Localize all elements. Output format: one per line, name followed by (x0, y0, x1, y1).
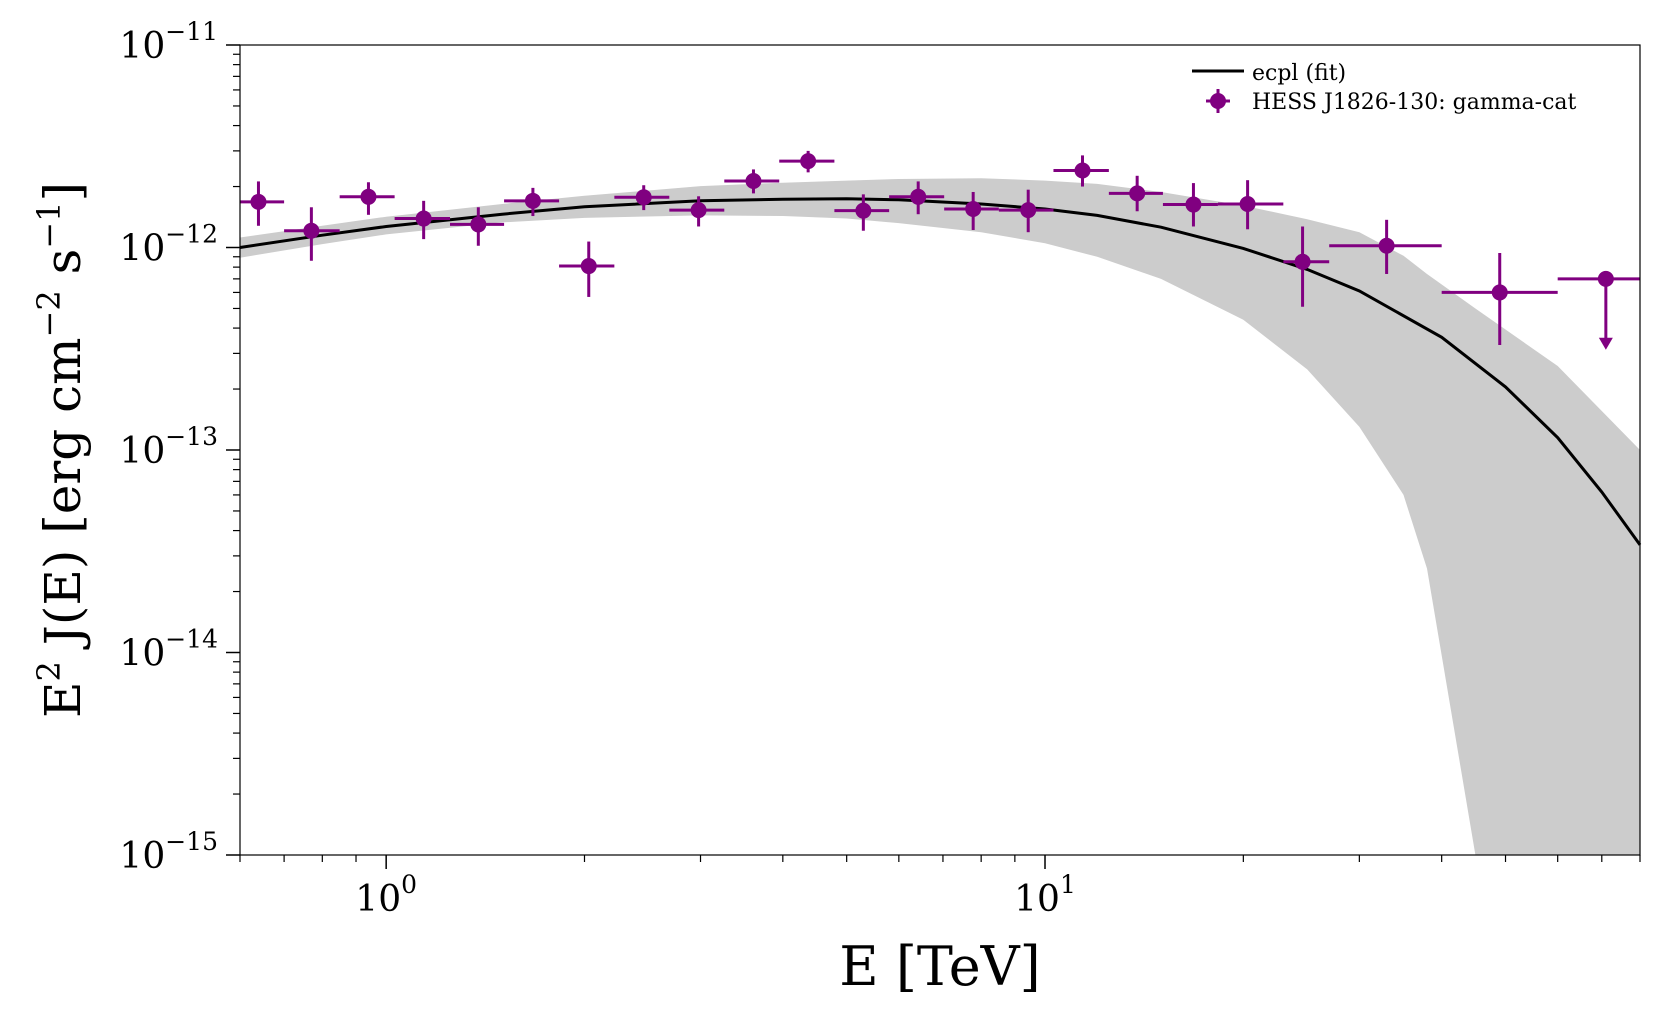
data-point (669, 196, 725, 227)
x-tick-label-exponent: 0 (401, 870, 417, 899)
data-point (1329, 219, 1442, 274)
y-tick-label: 10−14 (119, 625, 218, 675)
y-axis-title-mid: J(E) [erg cm (34, 337, 92, 661)
x-tick-label: 100 (355, 870, 417, 920)
y-axis-title-exp2: −1 (30, 202, 68, 249)
y-tick-label-exponent: −11 (165, 17, 218, 46)
data-point-marker (1129, 185, 1146, 202)
y-tick-label: 10−15 (119, 827, 218, 877)
data-point (559, 241, 615, 297)
y-tick-label-base: 10 (119, 26, 165, 67)
data-point-marker (1491, 284, 1508, 301)
data-point-marker (470, 216, 487, 233)
data-point (724, 169, 780, 194)
y-axis-title: E2 J(E) [erg cm−2 s−1] (30, 182, 92, 718)
fit-error-band-layer (240, 178, 1640, 855)
x-axis-title: E [TeV] (839, 935, 1041, 998)
y-tick-label: 10−11 (119, 17, 218, 67)
data-point (339, 182, 395, 215)
data-point-marker (1074, 162, 1091, 179)
data-point (1162, 183, 1218, 227)
y-axis-title-mid2: s (34, 249, 92, 291)
data-point (1441, 252, 1558, 346)
data-point (614, 185, 670, 211)
data-point-marker (415, 210, 432, 227)
data-point-marker (524, 192, 541, 209)
y-axis-title-pre-sup: 2 (30, 661, 68, 681)
data-point-marker (1239, 195, 1256, 212)
x-tick-label-exponent: 1 (1060, 870, 1076, 899)
data-point (504, 187, 560, 217)
data-point (450, 207, 505, 246)
y-tick-label-exponent: −15 (165, 827, 218, 856)
data-point (1108, 175, 1163, 212)
y-axis-title-post: ] (34, 182, 92, 202)
data-point-marker (360, 188, 377, 205)
data-point-marker (855, 202, 872, 219)
x-tick-label-base: 10 (1014, 879, 1060, 920)
legend-points-marker-swatch (1206, 89, 1230, 113)
data-point (1283, 226, 1330, 307)
y-tick-label-base: 10 (119, 836, 165, 877)
upper-limit-arrow-head (1598, 337, 1613, 350)
data-point (240, 181, 285, 226)
data-point (944, 191, 999, 231)
x-tick-label-base: 10 (355, 879, 401, 920)
data-point-marker (635, 189, 652, 206)
data-point (779, 150, 835, 173)
data-point-marker (745, 173, 762, 190)
data-point-marker (1294, 253, 1311, 270)
y-axis-title-exp1: −2 (30, 290, 68, 337)
y-tick-label-exponent: −12 (165, 220, 218, 249)
data-point-marker (800, 153, 817, 170)
data-point (834, 194, 890, 231)
y-axis-title-pre: E (34, 681, 92, 718)
y-tick-label-base: 10 (119, 634, 165, 675)
data-point-marker (1378, 237, 1395, 254)
x-tick-label: 101 (1014, 870, 1076, 920)
y-tick-label-exponent: −14 (165, 625, 218, 654)
y-tick-label-base: 10 (119, 229, 165, 270)
data-point (889, 181, 945, 215)
y-tick-label-exponent: −13 (165, 422, 218, 451)
data-point (998, 189, 1054, 233)
legend-fit-label: ecpl (fit) (1252, 61, 1346, 86)
data-point-marker (303, 222, 320, 239)
data-point (284, 207, 340, 261)
data-point-marker (1020, 202, 1037, 219)
fit-error-band (240, 178, 1640, 855)
data-point-marker (1185, 196, 1202, 213)
data-point (1053, 155, 1109, 187)
data-point (1217, 180, 1284, 230)
data-point-marker (580, 258, 597, 275)
legend-points-label: HESS J1826-130: gamma-cat (1252, 90, 1577, 115)
y-tick-label: 10−12 (119, 220, 218, 270)
axis-ticks-layer (226, 44, 1641, 869)
data-points-layer (240, 150, 1640, 350)
data-point (394, 200, 451, 240)
data-point-marker (965, 200, 982, 217)
y-tick-label-base: 10 (119, 431, 165, 472)
data-point-marker (250, 193, 267, 210)
legend-marker-dot (1210, 93, 1226, 109)
legend: ecpl (fit) HESS J1826-130: gamma-cat (1192, 61, 1577, 115)
data-point-marker (910, 188, 927, 205)
y-tick-label: 10−13 (119, 422, 218, 472)
data-point-marker (690, 202, 707, 219)
data-point-marker (1597, 270, 1614, 287)
data-point-upper-limit (1557, 270, 1640, 350)
